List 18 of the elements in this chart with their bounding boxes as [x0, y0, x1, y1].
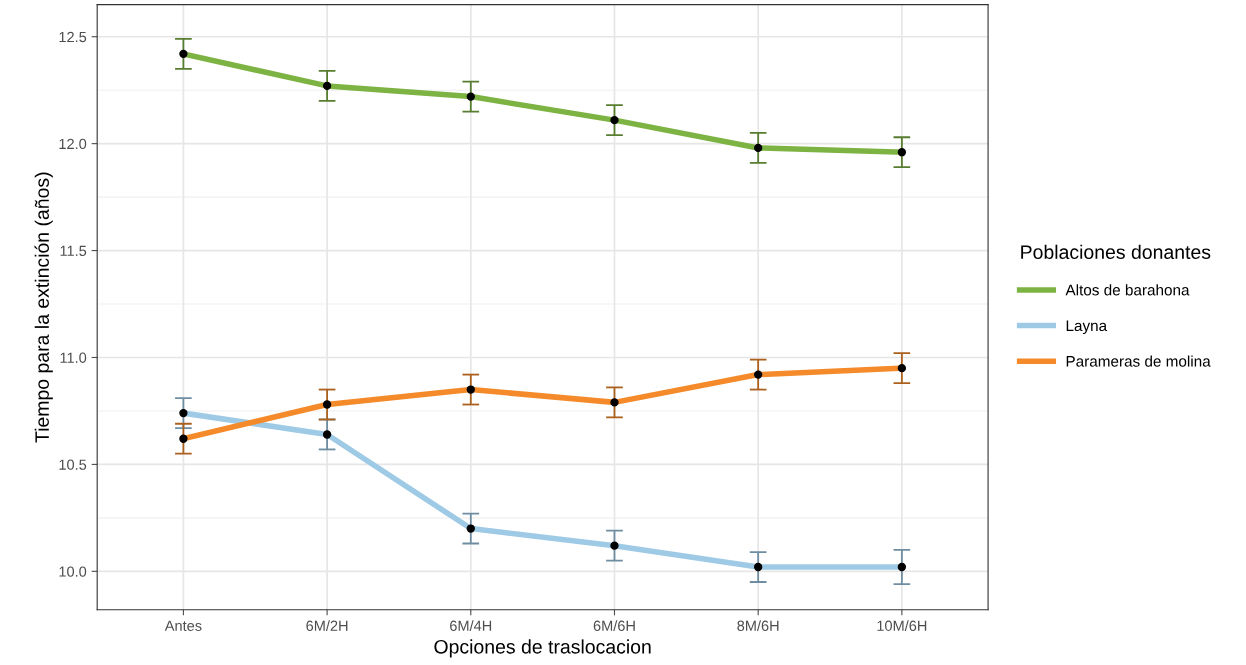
x-axis-title: Opciones de traslocacion: [434, 639, 651, 658]
x-tick-label: Antes: [164, 620, 202, 631]
y-tick-label: 10.0: [59, 566, 87, 577]
x-tick-label: 10M/6H: [877, 620, 927, 631]
y-tick-label: 12.0: [59, 138, 87, 150]
y-tick-label: 11.0: [60, 352, 87, 363]
legend-label: Parameras de molina: [1066, 355, 1211, 367]
legend-label: Altos de barahona: [1065, 284, 1190, 296]
x-tick-label: 6M/2H: [306, 620, 348, 631]
legend-title: Poblaciones donantes: [1021, 244, 1211, 259]
x-tick-label: 6M/4H: [450, 620, 492, 631]
x-tick-label: 8M/6H: [737, 620, 779, 631]
y-tick-label: 11.5: [60, 245, 87, 256]
y-tick-label: 12.5: [59, 31, 87, 43]
y-axis-title: Tiempo para la extinción (años): [34, 172, 53, 443]
y-tick-label: 10.5: [59, 459, 87, 470]
legend-label: Layna: [1066, 320, 1108, 335]
x-tick-label: 6M/6H: [593, 620, 635, 631]
